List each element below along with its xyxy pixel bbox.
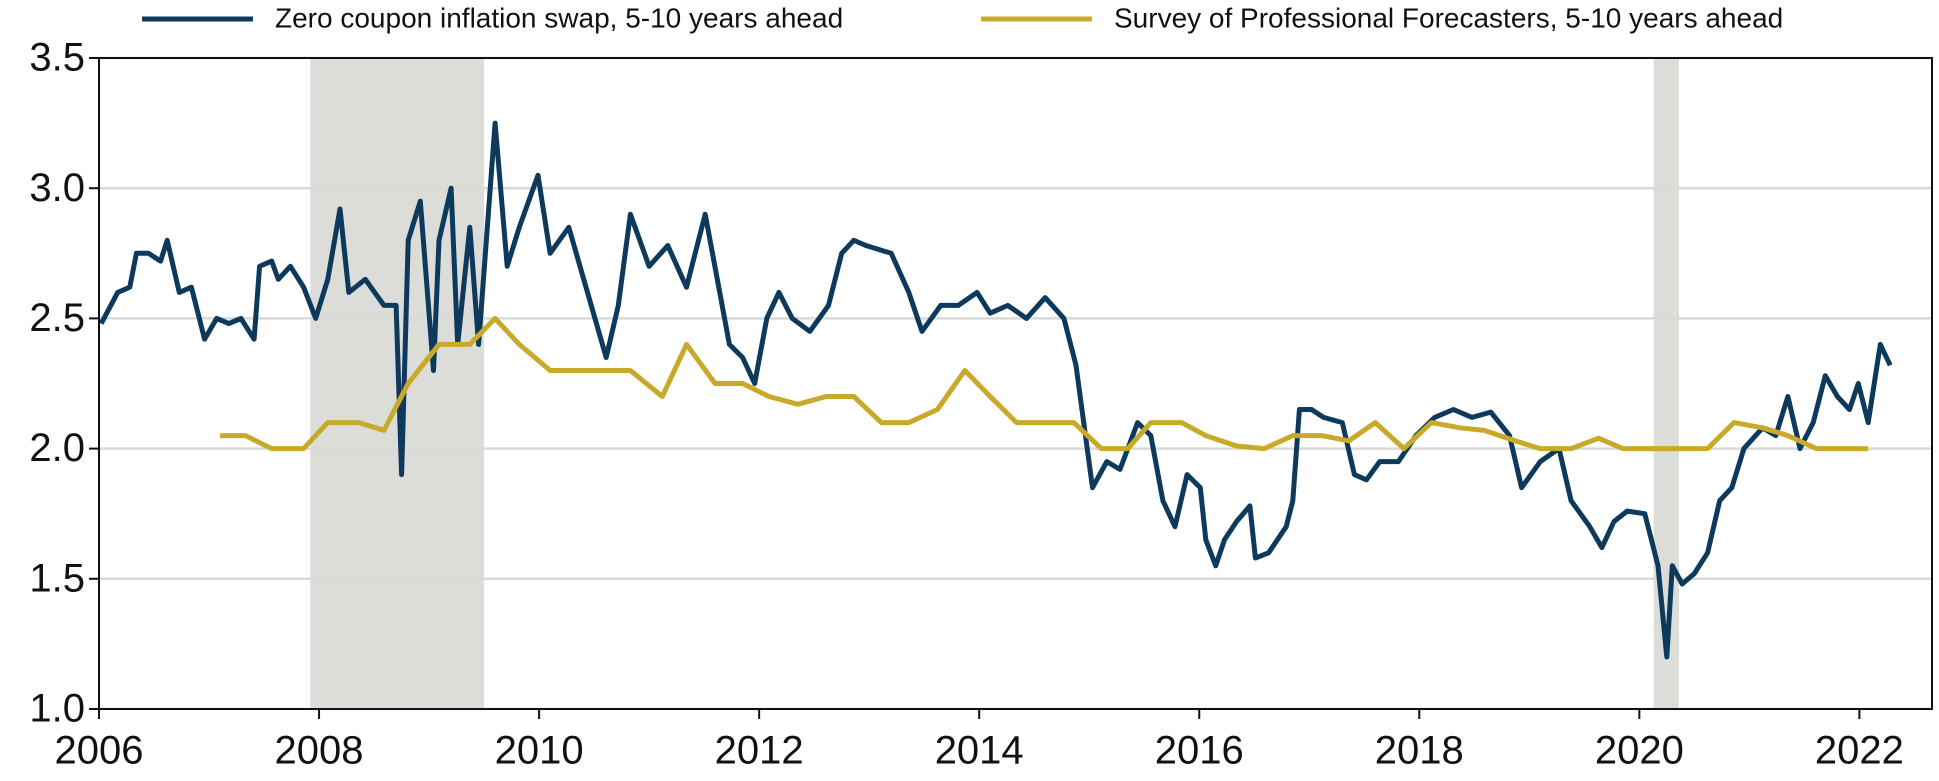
- y-tick-label: 2.5: [29, 296, 85, 340]
- y-tick-label: 3.5: [29, 36, 85, 80]
- x-tick-label: 2016: [1155, 729, 1244, 773]
- shaded-period: [1653, 58, 1679, 709]
- y-tick-label: 1.5: [29, 556, 85, 600]
- legend-label: Survey of Professional Forecasters, 5-10…: [1114, 2, 1783, 33]
- legend-label: Zero coupon inflation swap, 5-10 years a…: [275, 2, 843, 33]
- y-tick-label: 1.0: [29, 687, 85, 731]
- x-tick-label: 2020: [1595, 729, 1684, 773]
- x-tick-label: 2022: [1815, 729, 1904, 773]
- series-line: [220, 315, 1869, 452]
- x-tick-label: 2006: [55, 729, 144, 773]
- x-tick-label: 2008: [275, 729, 364, 773]
- series-line: [98, 120, 1893, 660]
- x-tick-label: 2010: [495, 729, 584, 773]
- y-tick-label: 3.0: [29, 166, 85, 210]
- x-tick-label: 2012: [715, 729, 804, 773]
- y-tick-label: 2.0: [29, 426, 85, 470]
- x-tick-label: 2018: [1375, 729, 1464, 773]
- plot-frame: [98, 57, 1933, 710]
- x-tick-label: 2014: [935, 729, 1024, 773]
